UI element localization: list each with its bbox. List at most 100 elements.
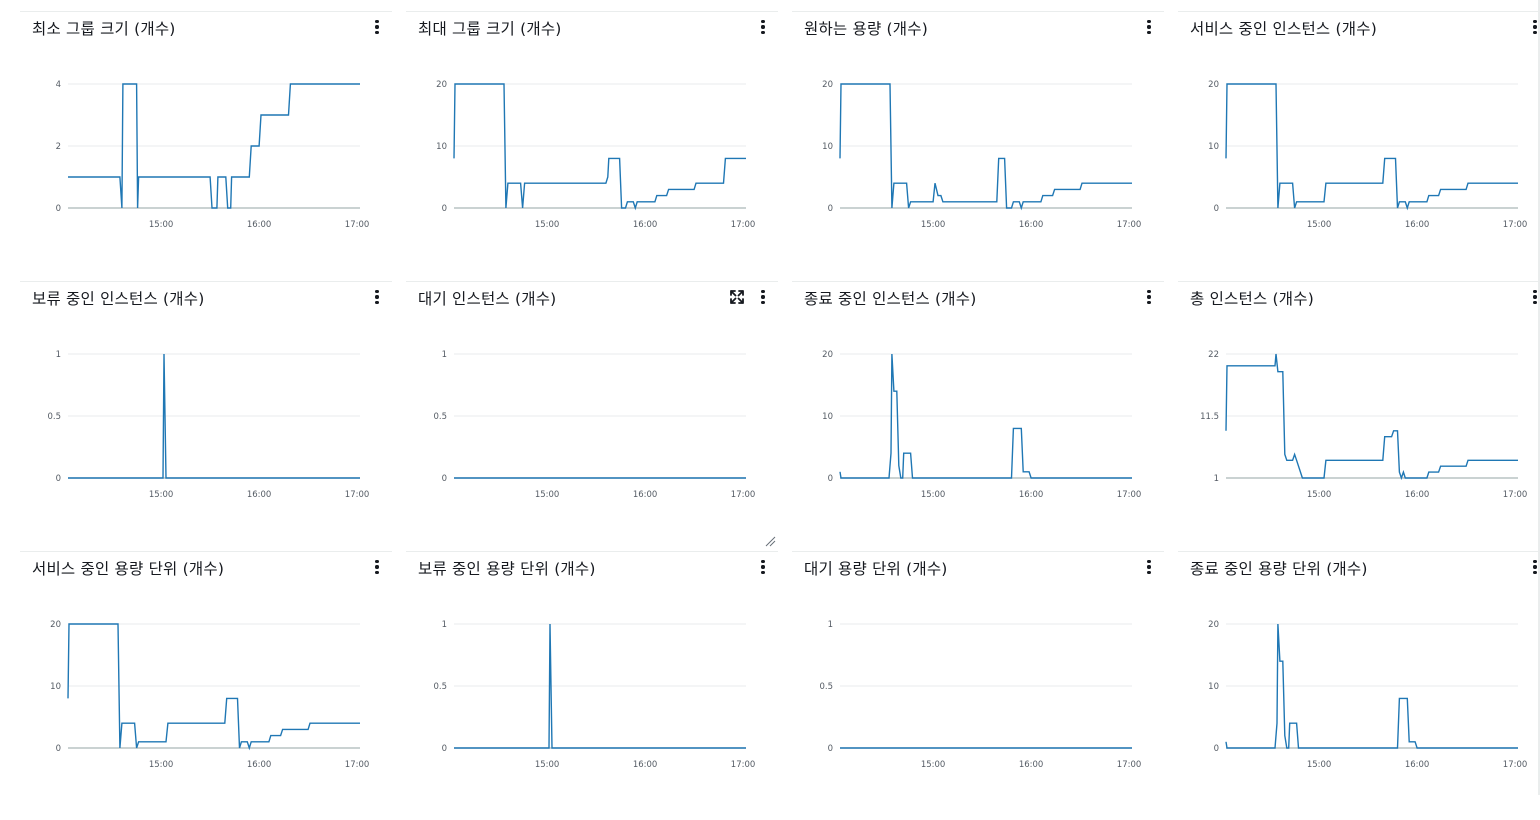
widget-menu-icon[interactable] (1528, 558, 1540, 576)
resize-handle-icon[interactable] (764, 535, 776, 547)
y-tick-label: 20 (822, 80, 833, 90)
x-tick-label: 16:00 (633, 490, 658, 500)
x-tick-label: 17:00 (345, 760, 370, 770)
x-tick-label: 17:00 (1503, 760, 1528, 770)
x-tick-label: 16:00 (1405, 490, 1430, 500)
widget-title: 종료 중인 용량 단위 (개수) (1190, 560, 1368, 578)
x-tick-label: 17:00 (1503, 220, 1528, 230)
series-line (839, 83, 1132, 211)
widget-menu-icon[interactable] (370, 18, 384, 36)
x-tick-label: 17:00 (731, 220, 756, 230)
widget-menu-icon[interactable] (756, 18, 770, 36)
widget-title: 최소 그룹 크기 (개수) (32, 20, 176, 38)
x-tick-label: 16:00 (1019, 490, 1044, 500)
menu-dot (1533, 565, 1537, 569)
menu-dot (1533, 19, 1537, 24)
menu-dot (375, 559, 379, 564)
y-tick-label: 0 (1214, 204, 1219, 214)
menu-dot (1147, 559, 1151, 564)
y-tick-label: 2 (56, 142, 61, 152)
menu-dot (761, 30, 765, 35)
y-tick-label: 1 (828, 620, 833, 630)
widget-menu-icon[interactable] (1142, 558, 1156, 576)
menu-dot (1147, 295, 1151, 299)
series-line (1225, 353, 1518, 481)
line-chart: 0 2 4 15:00 16:00 17:00 (56, 80, 370, 230)
x-tick-label: 16:00 (1405, 760, 1430, 770)
y-tick-label: 20 (436, 80, 447, 90)
x-tick-label: 17:00 (345, 490, 370, 500)
y-tick-label: 0 (56, 744, 61, 754)
widget-panel: 보류 중인 인스턴스 (개수) 0 0.5 1 15:00 16:00 17:00 (20, 281, 392, 549)
menu-dot (761, 559, 765, 564)
dashboard-grid: 최소 그룹 크기 (개수) 0 2 4 15:00 16:00 17:00 최대 그룹 크기 … (20, 11, 1540, 770)
y-tick-label: 22 (1208, 350, 1219, 360)
x-tick-label: 15:00 (1307, 220, 1332, 230)
y-tick-label: 0.5 (433, 682, 447, 692)
menu-dot (1533, 559, 1537, 564)
x-tick-label: 15:00 (535, 760, 560, 770)
widget-menu-icon[interactable] (1142, 18, 1156, 36)
menu-dot (1147, 300, 1151, 305)
menu-dot (375, 30, 379, 35)
menu-dot (375, 25, 379, 29)
line-chart: 0 10 20 15:00 16:00 17:00 (1208, 80, 1528, 230)
x-tick-label: 16:00 (633, 220, 658, 230)
x-tick-label: 16:00 (1019, 760, 1044, 770)
y-tick-label: 0 (442, 744, 447, 754)
widget-title: 서비스 중인 인스턴스 (개수) (1190, 20, 1377, 38)
line-chart: 0 10 20 15:00 16:00 17:00 (436, 80, 756, 230)
y-tick-label: 0 (442, 474, 447, 484)
y-tick-label: 0 (828, 474, 833, 484)
line-chart: 0 10 20 15:00 16:00 17:00 (822, 350, 1142, 500)
widget-menu-icon[interactable] (1142, 288, 1156, 306)
widget-panel: 대기 용량 단위 (개수) 0 0.5 1 15:00 16:00 17:00 (792, 551, 1164, 819)
x-tick-label: 15:00 (149, 220, 174, 230)
x-tick-label: 17:00 (1117, 490, 1142, 500)
series-line (839, 353, 1132, 479)
menu-dot (761, 295, 765, 299)
x-tick-label: 15:00 (921, 490, 946, 500)
series-line (454, 623, 746, 749)
widget-menu-icon[interactable] (1528, 288, 1540, 306)
y-tick-label: 10 (436, 142, 447, 152)
widget-title: 원하는 용량 (개수) (804, 20, 928, 38)
y-tick-label: 1 (442, 350, 447, 360)
widget-menu-icon[interactable] (756, 288, 770, 306)
series-line (67, 623, 360, 751)
y-tick-label: 20 (822, 350, 833, 360)
x-tick-label: 15:00 (1307, 760, 1332, 770)
x-tick-label: 15:00 (149, 760, 174, 770)
menu-dot (1533, 300, 1537, 305)
widget-title: 최대 그룹 크기 (개수) (418, 20, 562, 38)
line-chart: 0 0.5 1 15:00 16:00 17:00 (433, 350, 755, 500)
widget-menu-icon[interactable] (370, 288, 384, 306)
menu-dot (375, 295, 379, 299)
series-line (1225, 83, 1518, 211)
y-tick-label: 20 (1208, 620, 1219, 630)
line-chart: 0 0.5 1 15:00 16:00 17:00 (47, 350, 370, 500)
y-tick-label: 0 (56, 204, 61, 214)
y-tick-label: 1 (56, 350, 61, 360)
y-tick-label: 10 (1208, 682, 1219, 692)
menu-dot (761, 289, 765, 294)
widget-panel: 종료 중인 인스턴스 (개수) 0 10 20 15:00 16:00 17:00 (792, 281, 1164, 549)
menu-dot (1533, 289, 1537, 294)
y-tick-label: 0.5 (433, 412, 447, 422)
expand-icon[interactable] (730, 290, 744, 304)
y-tick-label: 20 (1208, 80, 1219, 90)
widget-panel: 최소 그룹 크기 (개수) 0 2 4 15:00 16:00 17:00 (20, 11, 392, 279)
widget-menu-icon[interactable] (756, 558, 770, 576)
widget-menu-icon[interactable] (1528, 18, 1540, 36)
y-tick-label: 10 (1208, 142, 1219, 152)
y-tick-label: 11.5 (1200, 412, 1219, 422)
y-tick-label: 10 (822, 142, 833, 152)
widget-menu-icon[interactable] (370, 558, 384, 576)
x-tick-label: 16:00 (1019, 220, 1044, 230)
series-line (68, 83, 360, 209)
widget-panel: 서비스 중인 인스턴스 (개수) 0 10 20 15:00 16:00 17:00 (1178, 11, 1540, 279)
x-tick-label: 16:00 (247, 760, 272, 770)
menu-dot (1147, 289, 1151, 294)
y-tick-label: 0 (442, 204, 447, 214)
y-tick-label: 1 (442, 620, 447, 630)
